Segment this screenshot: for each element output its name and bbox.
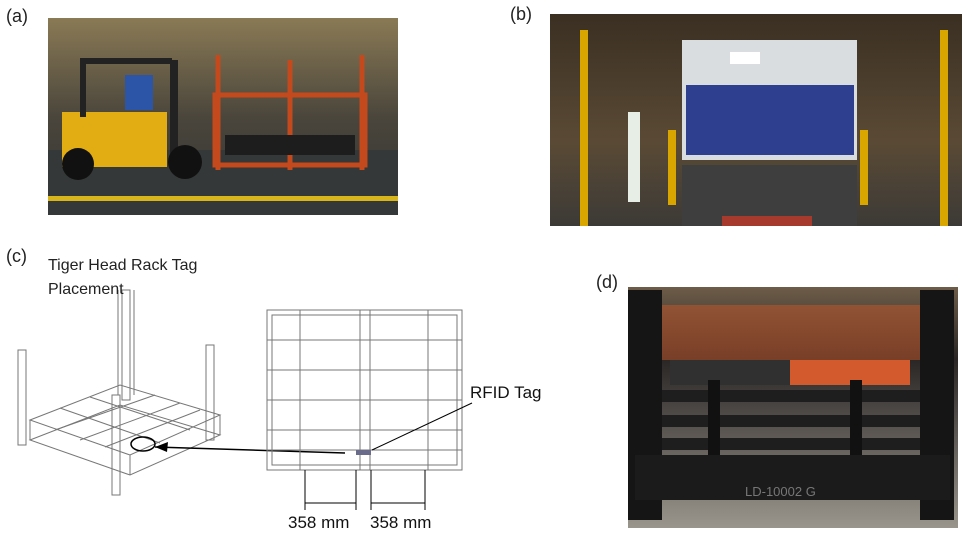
dimension-lines — [305, 470, 425, 510]
rfid-tag — [356, 450, 371, 455]
callout-label: RFID Tag — [470, 383, 542, 402]
panel-label: (c) — [6, 246, 27, 266]
panel-title: Tiger Head Rack Tag Placement — [48, 254, 238, 302]
photo-gate — [550, 14, 962, 226]
panel-label: (a) — [6, 6, 28, 26]
rack-plan — [267, 310, 462, 470]
dimension-label: 358 mm — [370, 513, 431, 532]
figure: (a) (b) (c) — [0, 0, 964, 533]
rack-isometric — [18, 290, 220, 495]
dimension-label: 358 mm — [288, 513, 349, 532]
panel-label: (b) — [510, 4, 532, 24]
rack-marking: LD-10002 G — [745, 484, 816, 499]
photo-forklift — [48, 18, 398, 215]
panel-label: (d) — [596, 272, 618, 292]
